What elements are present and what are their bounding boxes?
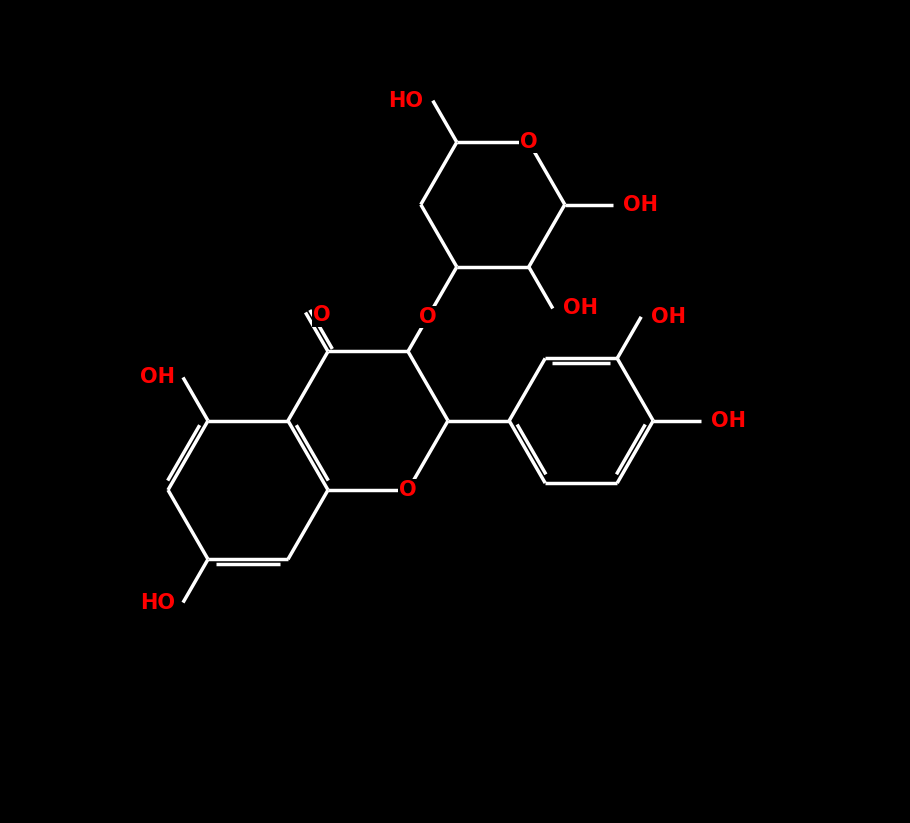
Text: OH: OH [140, 367, 175, 388]
Text: OH: OH [562, 299, 598, 319]
Text: O: O [520, 133, 538, 152]
Text: OH: OH [622, 194, 658, 215]
Text: O: O [399, 480, 417, 500]
Text: O: O [314, 305, 331, 325]
Text: O: O [420, 307, 437, 327]
Text: HO: HO [140, 593, 175, 612]
Text: OH: OH [712, 411, 746, 430]
Text: HO: HO [388, 91, 423, 110]
Text: OH: OH [652, 307, 686, 327]
